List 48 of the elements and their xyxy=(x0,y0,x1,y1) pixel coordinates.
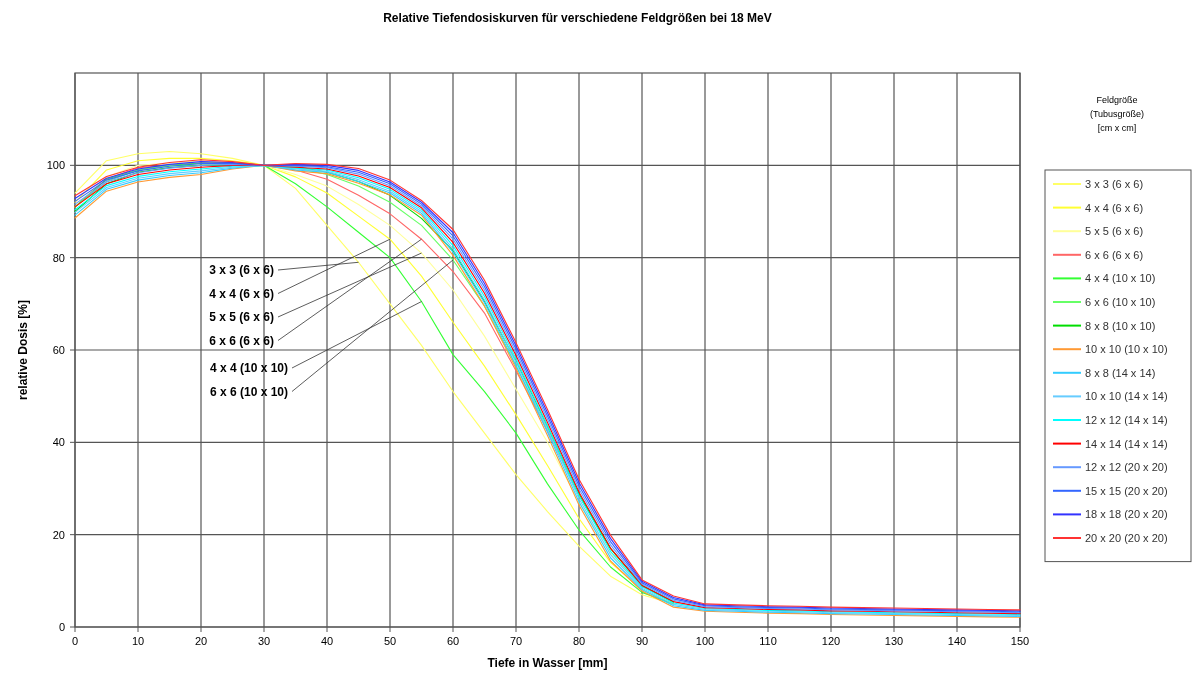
legend-label: 4 x 4 (10 x 10) xyxy=(1085,272,1156,285)
legend-label: 4 x 4 (6 x 6) xyxy=(1085,201,1144,214)
x-tick-label: 100 xyxy=(695,635,715,647)
legend-label: 3 x 3 (6 x 6) xyxy=(1085,178,1144,190)
y-tick-label: 60 xyxy=(52,344,65,356)
y-axis-title: relative Dosis [%] xyxy=(16,299,30,401)
x-tick-label: 120 xyxy=(821,635,841,647)
x-tick-label: 150 xyxy=(1010,635,1030,647)
legend-label: 12 x 12 (20 x 20) xyxy=(1085,461,1168,474)
x-tick-label: 130 xyxy=(884,635,904,647)
x-tick-label: 40 xyxy=(320,635,334,647)
x-tick-label: 20 xyxy=(194,635,208,647)
legend-label: 6 x 6 (10 x 10) xyxy=(1085,296,1156,308)
legend-label: 8 x 8 (10 x 10) xyxy=(1085,319,1156,332)
y-tick-label: 0 xyxy=(58,621,65,633)
legend-label: 5 x 5 (6 x 6) xyxy=(1085,225,1144,238)
annotation: 3 x 3 (6 x 6) xyxy=(209,263,274,277)
legend-label: 15 x 15 (20 x 20) xyxy=(1085,484,1168,497)
x-tick-label: 30 xyxy=(257,635,271,647)
x-tick-label: 60 xyxy=(446,635,460,647)
x-tick-label: 90 xyxy=(635,635,649,647)
annotation: 4 x 4 (6 x 6) xyxy=(209,286,274,301)
x-tick-label: 10 xyxy=(131,635,145,647)
legend-label: 20 x 20 (20 x 20) xyxy=(1085,532,1168,544)
legend-label: 14 x 14 (14 x 14) xyxy=(1085,437,1168,450)
x-tick-label: 50 xyxy=(383,635,397,647)
x-tick-label: 0 xyxy=(71,635,79,647)
legend-label: 12 x 12 (14 x 14) xyxy=(1085,414,1168,426)
annotation: 6 x 6 (10 x 10) xyxy=(209,384,288,399)
y-tick-label: 40 xyxy=(52,436,65,449)
x-tick-label: 70 xyxy=(509,635,523,647)
legend-label: 8 x 8 (14 x 14) xyxy=(1085,366,1156,379)
y-tick-label: 100 xyxy=(46,159,65,172)
y-tick-label: 80 xyxy=(52,251,65,264)
legend-label: 10 x 10 (14 x 14) xyxy=(1085,390,1168,403)
x-tick-label: 140 xyxy=(947,635,967,647)
annotation: 4 x 4 (10 x 10) xyxy=(209,361,288,375)
annotation: 6 x 6 (6 x 6) xyxy=(209,333,274,348)
legend-label: 10 x 10 (10 x 10) xyxy=(1085,343,1168,356)
x-axis-title: Tiefe in Wasser [mm] xyxy=(487,656,608,670)
legend-label: 6 x 6 (6 x 6) xyxy=(1085,248,1144,261)
y-tick-label: 20 xyxy=(52,528,65,541)
annotation: 5 x 5 (6 x 6) xyxy=(209,310,274,324)
legend-label: 18 x 18 (20 x 20) xyxy=(1085,508,1168,521)
x-tick-label: 110 xyxy=(759,635,777,647)
x-tick-label: 80 xyxy=(572,635,586,647)
legend-title: Feldgröße (Tubusgröße) [cm x cm] xyxy=(1089,95,1145,133)
chart-title: Relative Tiefendosiskurven für verschiedene Feldgrößen bei 18 MeV xyxy=(383,11,772,25)
